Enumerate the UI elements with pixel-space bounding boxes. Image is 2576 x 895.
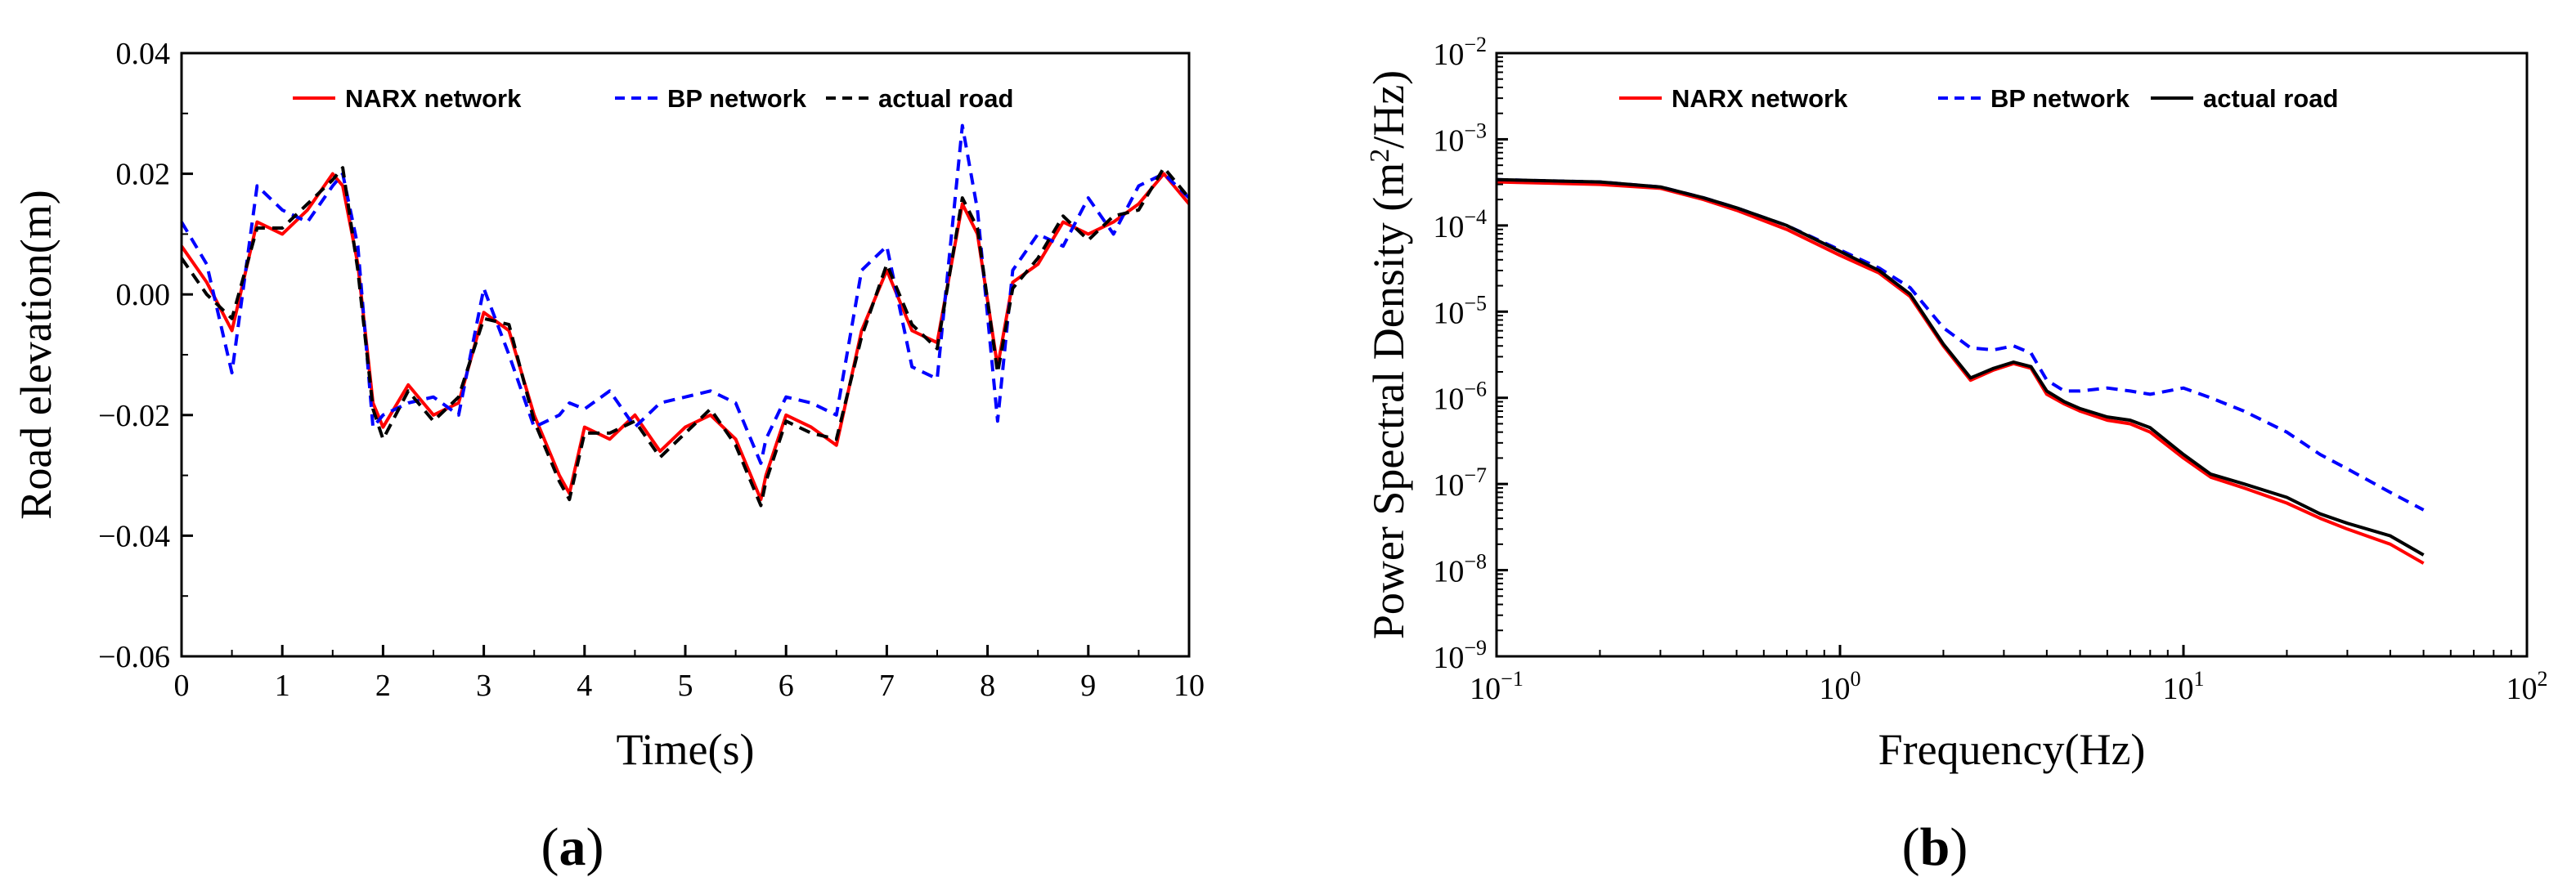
panel-a-legend: NARX network BP network actual road: [293, 84, 1013, 113]
panel-a-y-tick-label: −0.06: [98, 640, 170, 674]
panel-b-legend-label: BP network: [1990, 84, 2130, 113]
panel-b: 10−1 100 101 102 10−910−810−710−610−510−410…: [1364, 33, 2548, 877]
panel-a-y-tick-label: −0.02: [98, 399, 170, 433]
panel-b-y-tick-exp: −6: [1464, 378, 1487, 401]
panel-b-x-ticks: 10−1 100 101 102: [1470, 645, 2548, 706]
panel-b-y-tick-exp: −7: [1464, 463, 1487, 487]
panel-b-y-tick-base: 10: [1433, 123, 1464, 158]
panel-a-x-tick-label: 3: [476, 669, 491, 703]
panel-a-plot-area: [180, 123, 1191, 508]
panel-b-letter: b: [1920, 817, 1950, 877]
panel-b-y-tick-base: 10: [1433, 383, 1464, 417]
panel-b-y-axis-title: Power Spectral Density (m2/Hz): [1364, 70, 1413, 639]
panel-b-y-tick-exp: −4: [1464, 205, 1487, 229]
panel-a-x-axis-title: Time(s): [616, 725, 754, 774]
panel-a-y-tick-label: 0.00: [116, 278, 171, 312]
panel-a-x-tick-label: 5: [678, 669, 693, 703]
panel-a-x-tick-label: 7: [879, 669, 895, 703]
panel-b-legend-label: NARX network: [1672, 84, 1848, 113]
panel-a-y-ticks: −0.06 −0.04 −0.02 0.00 0.02 0.04: [98, 37, 193, 674]
panel-b-y-tick-label: 10−6: [1433, 378, 1487, 417]
panel-a-series-actual-road: [180, 166, 1191, 508]
panel-b-y-tick-label: 10−5: [1433, 291, 1487, 330]
panel-b-x-tick-exp: 0: [1851, 667, 1861, 691]
panel-b-y-tick-label: 10−8: [1433, 550, 1487, 589]
panel-b-x-tick-label: 101: [2163, 667, 2205, 706]
panel-b-series-actual-road: [1496, 177, 2425, 557]
panel-a-legend-label: actual road: [878, 84, 1013, 113]
panel-b-x-tick-base: 10: [1470, 672, 1501, 706]
panel-b-x-tick-exp: −1: [1501, 667, 1524, 691]
panel-b-y-tick-label: 10−7: [1433, 463, 1487, 503]
panel-a-y-tick-label: −0.04: [98, 519, 170, 553]
panel-b-x-tick-exp: 2: [2538, 667, 2548, 691]
panel-a-x-ticks: 0 1 2 3 4 5 6 7 8 9 10: [174, 645, 1205, 703]
panel-b-y-title-before: Power Spectral Density (m: [1364, 163, 1413, 639]
panel-b-label: (b): [1902, 817, 1968, 877]
panel-a-x-tick-label: 0: [174, 669, 190, 703]
panel-b-legend: NARX network BP network actual road: [1619, 84, 2338, 113]
panel-b-y-tick-exp: −2: [1464, 33, 1487, 56]
panel-b-y-tick-label: 10−3: [1433, 119, 1487, 158]
panel-a-y-tick-label: 0.02: [116, 158, 171, 192]
panel-b-y-tick-base: 10: [1433, 641, 1464, 675]
panel-a-y-axis-title: Road elevation(m): [11, 190, 61, 519]
panel-a-x-tick-label: 2: [375, 669, 391, 703]
panel-b-x-tick-base: 10: [1820, 672, 1851, 706]
panel-a-legend-label: BP network: [667, 84, 807, 113]
panel-b-y-tick-base: 10: [1433, 38, 1464, 72]
panel-a-frame: [180, 51, 1191, 658]
panel-b-y-tick-base: 10: [1433, 555, 1464, 589]
panel-b-y-tick-base: 10: [1433, 210, 1464, 244]
panel-b-y-tick-base: 10: [1433, 468, 1464, 503]
panel-b-frame: [1495, 51, 2529, 658]
panel-b-y-tick-label: 10−2: [1433, 33, 1487, 72]
panel-a-series-narx-network: [180, 172, 1191, 502]
panel-b-y-title-after: /Hz): [1364, 70, 1413, 149]
panel-b-y-tick-label: 10−9: [1433, 636, 1487, 675]
panel-b-y-title-sup: 2: [1365, 149, 1395, 163]
panel-a-x-tick-label: 10: [1174, 669, 1205, 703]
panel-a-x-tick-label: 1: [275, 669, 290, 703]
panel-a-y-tick-label: 0.04: [116, 37, 171, 71]
panel-a-letter: a: [559, 817, 586, 877]
panel-b-x-tick-label: 100: [1820, 667, 1861, 706]
panel-a-x-tick-label: 6: [779, 669, 794, 703]
panel-a-label: (a): [541, 817, 604, 877]
panel-b-legend-label: actual road: [2203, 84, 2338, 113]
panel-a-x-tick-label: 9: [1080, 669, 1096, 703]
panel-b-series-bp-network: [1496, 177, 2425, 512]
panel-b-series-narx-network: [1496, 180, 2425, 565]
panel-a: 0 1 2 3 4 5 6 7 8 9 10 −0.06 −0.04 −0.02 0.00 0.02 0.04…: [11, 37, 1205, 877]
panel-b-y-tick-exp: −9: [1464, 636, 1487, 660]
panel-b-y-tick-label: 10−4: [1433, 205, 1487, 244]
panel-b-x-tick-label: 10−1: [1470, 667, 1524, 706]
panel-b-x-tick-label: 102: [2506, 667, 2548, 706]
panel-b-y-tick-exp: −8: [1464, 550, 1487, 574]
panel-b-plot-area: [1496, 177, 2425, 565]
panel-a-x-tick-label: 8: [980, 669, 995, 703]
panel-b-x-tick-exp: 1: [2194, 667, 2205, 691]
panel-b-y-ticks: 10−910−810−710−610−510−410−310−2: [1433, 33, 1508, 675]
panel-a-x-tick-label: 4: [577, 669, 592, 703]
panel-b-y-tick-exp: −3: [1464, 119, 1487, 142]
panel-b-y-tick-base: 10: [1433, 296, 1464, 330]
panel-b-x-tick-base: 10: [2163, 672, 2194, 706]
panel-b-x-axis-title: Frequency(Hz): [1878, 725, 2146, 774]
panel-b-x-tick-base: 10: [2506, 672, 2538, 706]
panel-b-y-tick-exp: −5: [1464, 291, 1487, 315]
panel-a-legend-label: NARX network: [345, 84, 522, 113]
